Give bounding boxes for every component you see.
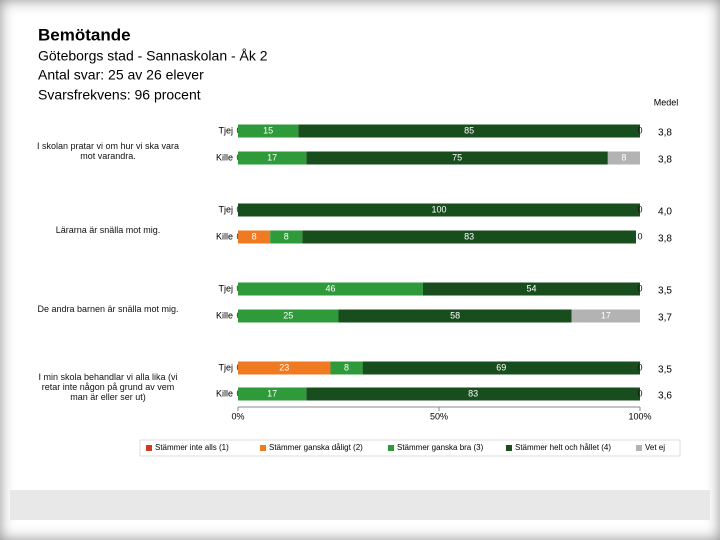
data-label: 8: [621, 152, 626, 162]
legend-label: Stämmer ganska dåligt (2): [269, 443, 363, 452]
bar-segment: [330, 361, 363, 375]
mean-label: 3,5: [658, 365, 672, 376]
data-label: 83: [468, 388, 478, 398]
legend-swatch: [636, 445, 642, 451]
data-label: 58: [450, 310, 460, 320]
bar-segment: [238, 309, 339, 323]
bar-segment: [298, 124, 640, 138]
bar-segment: [238, 387, 307, 401]
data-label: 17: [267, 152, 277, 162]
bar-segment: [238, 124, 299, 138]
x-tick-label: 50%: [430, 411, 448, 421]
bar-segment: [571, 309, 640, 323]
bar-segment: [238, 361, 331, 375]
legend-box: [139, 439, 681, 457]
data-label: 85: [464, 125, 474, 135]
legend-label: Stämmer ganska bra (3): [397, 443, 484, 452]
legend-label: Stämmer helt och hållet (4): [515, 443, 611, 452]
y-tick-label: Tjej: [218, 362, 233, 372]
legend-label: Stämmer inte alls (1): [155, 443, 229, 452]
subtitle: Svarsfrekvens: 96 procent: [38, 87, 201, 103]
data-label: 0: [637, 388, 642, 398]
data-label: 0: [637, 125, 642, 135]
bar-segment: [362, 361, 640, 375]
data-label: 15: [263, 125, 273, 135]
data-label: 23: [279, 362, 289, 372]
y-tick-label: Kille: [216, 388, 233, 398]
data-label: 75: [452, 152, 462, 162]
y-tick-label: Kille: [216, 152, 233, 162]
data-label: 17: [601, 310, 611, 320]
legend-swatch: [388, 445, 394, 451]
data-label: 8: [344, 362, 349, 372]
legend-swatch: [506, 445, 512, 451]
y-tick-label: Tjej: [218, 283, 233, 293]
question-label: De andra barnen är snälla mot mig.: [37, 303, 179, 314]
x-tick-label: 100%: [628, 411, 651, 421]
y-tick-label: Tjej: [218, 125, 233, 135]
data-label: 69: [496, 362, 506, 372]
y-tick-label: Kille: [216, 231, 233, 241]
mean-header: Medel: [654, 97, 679, 107]
mean-label: 3,8: [658, 155, 672, 166]
data-label: 0: [637, 204, 642, 214]
bar-segment: [302, 230, 636, 244]
bar-segment: [238, 282, 423, 296]
data-label: 0: [637, 231, 642, 241]
data-label: 0: [637, 283, 642, 293]
bar-segment: [338, 309, 572, 323]
mean-label: 4,0: [658, 207, 672, 218]
bar-segment: [238, 230, 271, 244]
y-tick-label: Tjej: [218, 204, 233, 214]
data-label: 83: [464, 231, 474, 241]
bar-segment: [422, 282, 640, 296]
legend-label: Vet ej: [645, 443, 665, 452]
data-label: 17: [267, 388, 277, 398]
mean-label: 3,7: [658, 313, 672, 324]
mean-label: 3,8: [658, 234, 672, 245]
mean-label: 3,8: [658, 128, 672, 139]
bar-segment: [306, 151, 608, 165]
footer-decoration: [10, 490, 710, 520]
mean-label: 3,6: [658, 391, 672, 402]
y-tick-label: Kille: [216, 310, 233, 320]
legend-swatch: [260, 445, 266, 451]
x-tick-label: 0%: [231, 411, 244, 421]
subtitle: Göteborgs stad - Sannaskolan - Åk 2: [38, 48, 268, 64]
bar-segment: [306, 387, 640, 401]
bar-segment: [270, 230, 303, 244]
data-label: 46: [325, 283, 335, 293]
data-label: 100: [431, 204, 446, 214]
bar-segment: [607, 151, 640, 165]
data-label: 0: [637, 362, 642, 372]
chart-title: Bemötande: [38, 25, 131, 44]
legend-swatch: [146, 445, 152, 451]
data-label: 54: [526, 283, 536, 293]
data-label: 25: [283, 310, 293, 320]
question-label: I min skola behandlar vi alla lika (vi r…: [38, 372, 178, 402]
question-label: I skolan pratar vi om hur vi ska vara mo…: [36, 140, 180, 161]
data-label: 8: [252, 231, 257, 241]
mean-label: 3,5: [658, 286, 672, 297]
bar-segment: [238, 151, 307, 165]
bar-segment: [238, 203, 640, 217]
subtitle: Antal svar: 25 av 26 elever: [38, 67, 204, 83]
question-label: Lärarna är snälla mot mig.: [55, 224, 161, 235]
data-label: 8: [284, 231, 289, 241]
